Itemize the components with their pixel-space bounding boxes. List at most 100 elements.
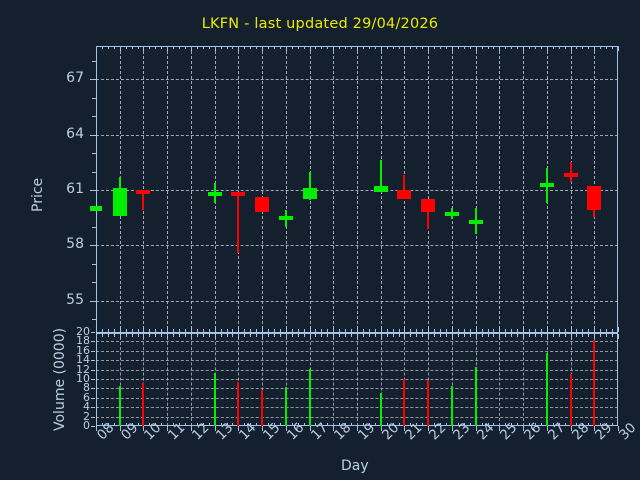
day-minor-tick — [292, 423, 293, 426]
day-minor-tick — [268, 423, 269, 426]
day-minor-tick — [511, 329, 512, 332]
candle-body — [303, 188, 317, 199]
day-minor-tick — [126, 334, 127, 337]
day-minor-tick — [268, 46, 269, 49]
day-minor-tick — [440, 423, 441, 426]
day-minor-tick — [327, 46, 328, 49]
volume-y-tick — [91, 351, 95, 352]
candle-wick — [380, 160, 382, 191]
candle-body — [397, 190, 411, 199]
day-tick — [547, 334, 548, 339]
day-tick — [381, 327, 382, 332]
day-minor-tick — [304, 334, 305, 337]
day-minor-tick — [529, 423, 530, 426]
day-minor-tick — [553, 423, 554, 426]
day-tick — [381, 46, 382, 51]
day-minor-tick — [268, 329, 269, 332]
day-tick — [476, 327, 477, 332]
day-tick — [618, 327, 619, 332]
day-tick — [310, 334, 311, 339]
day-minor-tick — [280, 334, 281, 337]
day-minor-tick — [108, 46, 109, 49]
day-tick — [191, 46, 192, 51]
day-minor-tick — [588, 46, 589, 49]
day-minor-tick — [541, 46, 542, 49]
volume-y-tick-label: 6 — [83, 390, 90, 404]
day-minor-tick — [274, 334, 275, 337]
day-minor-tick — [209, 423, 210, 426]
day-minor-tick — [179, 334, 180, 337]
day-minor-tick — [410, 423, 411, 426]
day-tick — [428, 334, 429, 339]
day-minor-tick — [173, 334, 174, 337]
price-y-tick — [90, 301, 96, 302]
day-tick — [286, 334, 287, 339]
day-minor-tick — [588, 334, 589, 337]
day-minor-tick — [416, 334, 417, 337]
day-minor-tick — [256, 46, 257, 49]
day-tick — [357, 46, 358, 51]
volume-y-tick — [91, 332, 95, 333]
day-minor-tick — [446, 329, 447, 332]
day-minor-tick — [440, 329, 441, 332]
day-tick — [96, 46, 97, 51]
day-minor-tick — [345, 46, 346, 49]
day-minor-tick — [399, 423, 400, 426]
day-tick — [167, 334, 168, 339]
day-minor-tick — [161, 329, 162, 332]
day-minor-tick — [464, 423, 465, 426]
day-minor-tick — [102, 329, 103, 332]
day-minor-tick — [155, 423, 156, 426]
day-tick — [238, 327, 239, 332]
day-minor-tick — [149, 334, 150, 337]
day-minor-tick — [458, 423, 459, 426]
day-minor-tick — [511, 334, 512, 337]
day-tick — [120, 334, 121, 339]
day-tick — [428, 327, 429, 332]
day-tick — [286, 426, 287, 431]
day-minor-tick — [458, 334, 459, 337]
day-minor-tick — [327, 329, 328, 332]
day-tick — [143, 334, 144, 339]
day-minor-tick — [482, 423, 483, 426]
day-minor-tick — [138, 334, 139, 337]
candle-wick — [403, 175, 405, 199]
day-minor-tick — [541, 423, 542, 426]
day-axis-title: Day — [341, 458, 369, 474]
day-minor-tick — [102, 46, 103, 49]
day-minor-tick — [227, 46, 228, 49]
day-tick — [333, 46, 334, 51]
day-tick — [286, 46, 287, 51]
day-tick — [238, 334, 239, 339]
price-y-tick-label: 67 — [66, 70, 84, 87]
day-minor-tick — [488, 46, 489, 49]
day-minor-tick — [351, 329, 352, 332]
day-tick — [120, 327, 121, 332]
volume-plot-area — [96, 332, 618, 426]
volume-bar — [546, 353, 548, 426]
day-minor-tick — [606, 329, 607, 332]
day-minor-tick — [102, 334, 103, 337]
day-minor-tick — [535, 46, 536, 49]
day-minor-tick — [553, 46, 554, 49]
day-tick — [143, 46, 144, 51]
day-minor-tick — [612, 329, 613, 332]
day-minor-tick — [576, 329, 577, 332]
day-tick — [499, 334, 500, 339]
price-y-tick-label: 55 — [66, 291, 84, 308]
day-minor-tick — [227, 329, 228, 332]
day-minor-tick — [588, 423, 589, 426]
volume-y-tick-label: 4 — [83, 400, 90, 414]
day-minor-tick — [582, 329, 583, 332]
day-minor-tick — [161, 423, 162, 426]
day-tick — [618, 334, 619, 339]
day-minor-tick — [256, 423, 257, 426]
volume-y-tick-label: 0 — [83, 419, 90, 432]
day-minor-tick — [339, 423, 340, 426]
day-minor-tick — [434, 46, 435, 49]
day-tick — [357, 327, 358, 332]
day-minor-tick — [535, 329, 536, 332]
day-tick — [452, 334, 453, 339]
candle-body — [255, 197, 269, 212]
day-minor-tick — [197, 423, 198, 426]
